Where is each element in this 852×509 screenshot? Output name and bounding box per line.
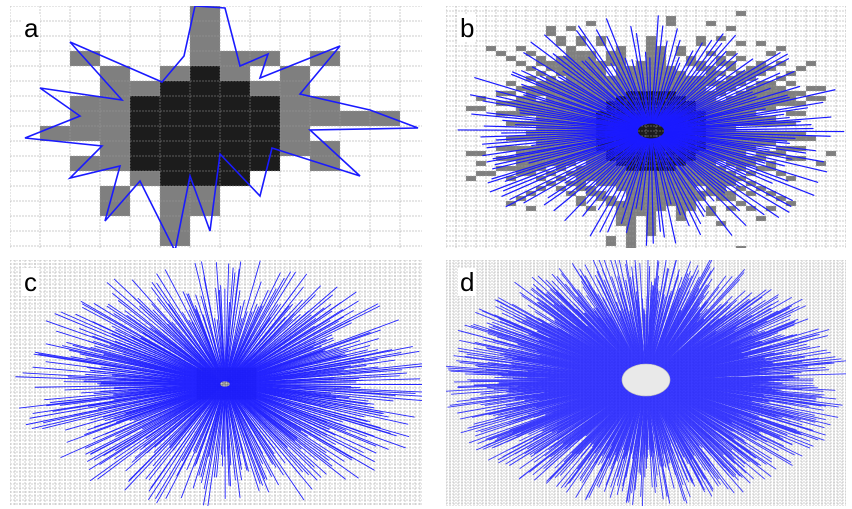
ray-layer [457,15,845,246]
panel-c-label: c [22,267,39,297]
ray-layer [446,260,846,506]
boundary-polygon [24,6,419,248]
core-hole [621,363,671,397]
panel-b: b [446,6,846,248]
panel-a-label: a [22,13,41,43]
panel-b-graphic [446,6,846,248]
panel-d-graphic [446,260,846,506]
panel-b-label: b [458,13,477,43]
panel-d: d [446,260,846,506]
panel-c-graphic [10,260,422,506]
ray-layer [15,260,422,506]
panel-c: c [10,260,422,506]
panel-a: a [10,6,422,248]
panel-a-graphic [10,6,422,248]
panel-d-label: d [458,267,477,297]
